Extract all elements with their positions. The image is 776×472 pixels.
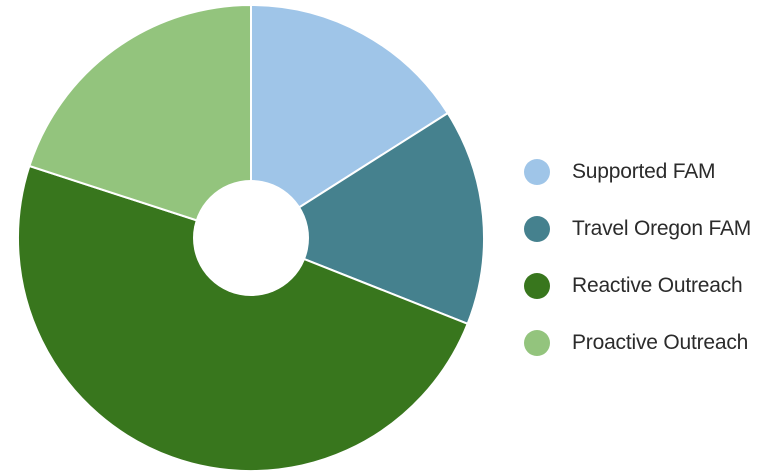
slice-proactive-outreach[interactable] [28,3,252,240]
legend-label-travel-oregon-fam: Travel Oregon FAM [572,216,752,240]
legend-swatch-travel-oregon-fam [524,215,550,242]
chart-legend: Supported FAM Travel Oregon FAM Reactive… [524,143,774,371]
donut-chart [16,3,485,472]
legend-swatch-reactive-outreach [524,272,550,299]
slice-supported-fam[interactable] [250,3,450,240]
donut-hole [193,180,309,296]
legend-swatch-supported-fam [524,158,550,185]
legend-item-proactive-outreach[interactable]: Proactive Outreach [524,314,774,371]
legend-label-proactive-outreach: Proactive Outreach [572,330,749,354]
legend-swatch-proactive-outreach [524,329,550,356]
legend-item-travel-oregon-fam[interactable]: Travel Oregon FAM [524,200,774,257]
slice-reactive-outreach[interactable] [16,164,469,472]
legend-item-supported-fam[interactable]: Supported FAM [524,143,774,200]
legend-label-reactive-outreach: Reactive Outreach [572,273,743,297]
donut-slices [16,3,485,472]
legend-label-supported-fam: Supported FAM [572,159,716,183]
legend-item-reactive-outreach[interactable]: Reactive Outreach [524,257,774,314]
slice-travel-oregon-fam[interactable] [248,111,485,326]
